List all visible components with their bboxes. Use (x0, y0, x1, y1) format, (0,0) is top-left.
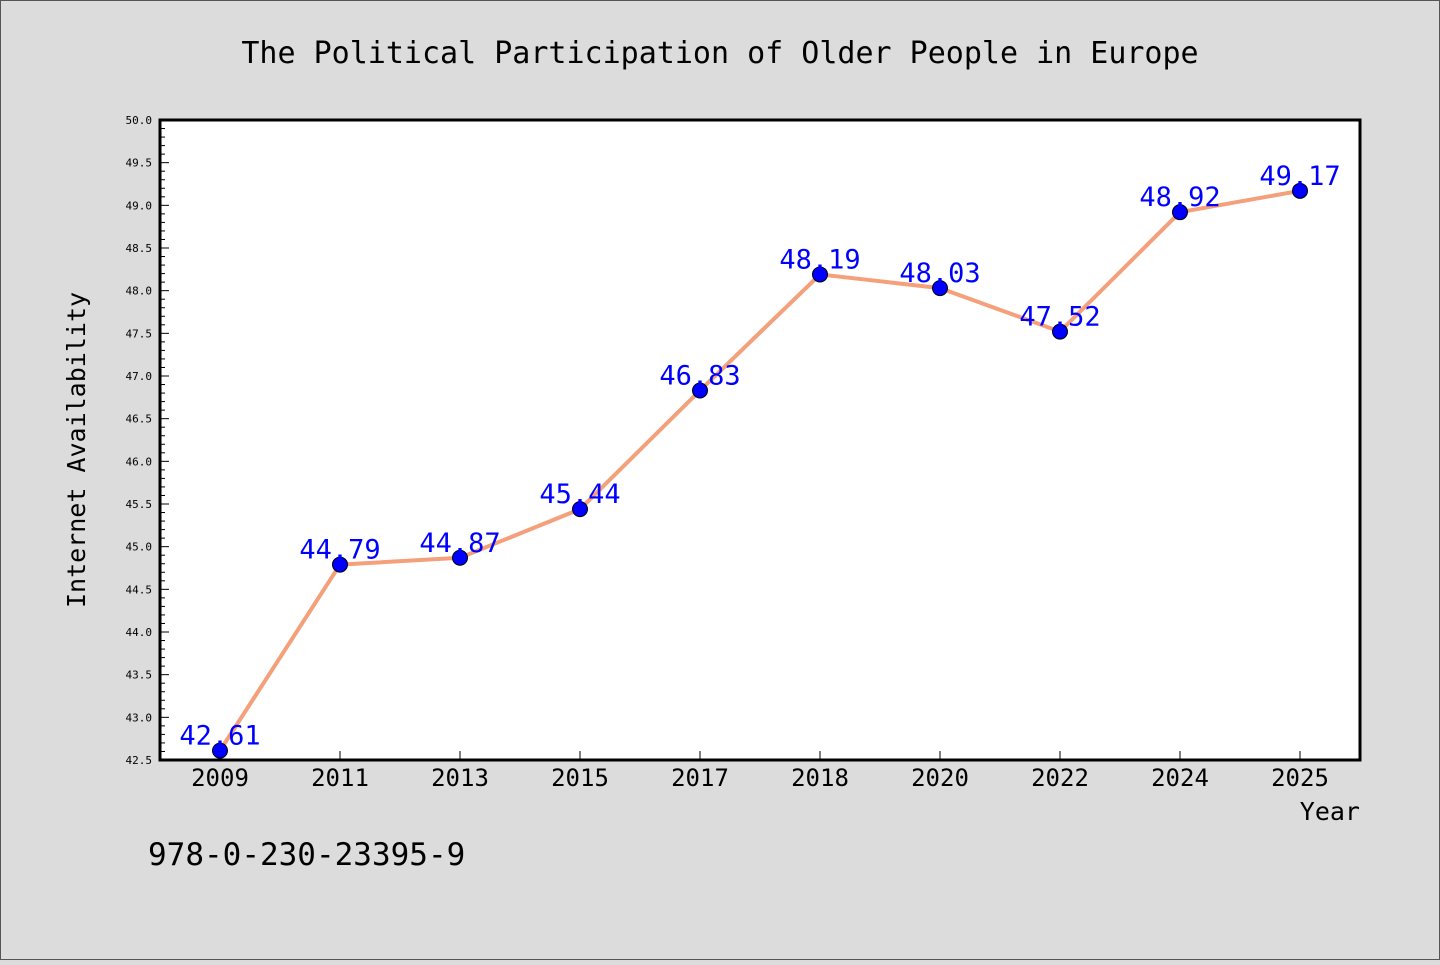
y-tick-label: 46.5 (126, 413, 153, 426)
x-tick-label: 2009 (191, 764, 249, 792)
data-point (1052, 323, 1068, 340)
y-tick-label: 43.5 (126, 669, 153, 682)
y-axis-ticks: 42.5 43.0 43.5 44.0 44.5 45.0 45.5 46.0 46.5 47.0… (126, 114, 169, 767)
y-tick-label: 46.0 (126, 455, 153, 468)
data-label: 48.03 (899, 258, 980, 289)
x-tick-label: 2013 (431, 764, 489, 792)
x-axis-ticks: 2009 2011 2013 2015 2017 2018 2020 2022 2024 2025 (191, 751, 1329, 792)
y-tick-label: 50.0 (126, 114, 153, 127)
y-tick-label: 49.0 (126, 199, 153, 212)
data-point (1172, 204, 1188, 221)
y-axis-label: Internet Availability (62, 292, 91, 608)
data-label: 42.61 (179, 721, 260, 752)
x-tick-label: 2020 (911, 764, 969, 792)
data-label: 47.52 (1019, 302, 1100, 333)
y-tick-label: 45.5 (126, 498, 153, 511)
data-point (692, 382, 708, 399)
x-axis-label: Year (1300, 797, 1360, 826)
y-tick-label: 42.5 (126, 754, 153, 767)
isbn-text: 978-0-230-23395-9 (148, 837, 465, 873)
x-tick-label: 2015 (551, 764, 609, 792)
x-tick-label: 2024 (1151, 764, 1209, 792)
plot-frame (158, 118, 1362, 762)
y-tick-label: 44.0 (126, 626, 153, 639)
y-tick-label: 49.5 (126, 157, 153, 170)
data-label: 45.44 (539, 479, 620, 510)
y-tick-label: 43.0 (126, 711, 153, 724)
y-tick-label: 48.0 (126, 285, 153, 298)
data-label: 48.19 (779, 244, 860, 275)
x-tick-label: 2022 (1031, 764, 1089, 792)
data-label: 44.79 (299, 535, 380, 566)
plot-area (160, 120, 1360, 760)
data-label: 49.17 (1259, 161, 1340, 192)
x-tick-label: 2025 (1271, 764, 1329, 792)
x-tick-label: 2017 (671, 764, 729, 792)
data-point (932, 280, 948, 297)
data-point (212, 742, 228, 759)
series-line (218, 188, 1302, 753)
data-point (812, 266, 828, 283)
x-tick-label: 2018 (791, 764, 849, 792)
data-point (452, 549, 468, 566)
series-layer: 42.61 44.79 44.87 45.44 46.83 48.19 48.03 47.52… (179, 161, 1341, 759)
data-label: 44.87 (419, 528, 500, 559)
x-tick-label: 2011 (311, 764, 369, 792)
chart-title: The Political Participation of Older Peo… (241, 36, 1198, 71)
data-label: 46.83 (659, 361, 740, 392)
y-tick-label: 47.5 (126, 327, 153, 340)
data-point (572, 501, 588, 518)
y-tick-label: 44.5 (126, 583, 153, 596)
y-tick-label: 45.0 (126, 541, 153, 554)
data-label: 48.92 (1139, 182, 1220, 213)
data-point (332, 556, 348, 573)
data-point (1292, 182, 1308, 199)
y-tick-label: 48.5 (126, 242, 153, 255)
y-tick-label: 47.0 (126, 370, 153, 383)
